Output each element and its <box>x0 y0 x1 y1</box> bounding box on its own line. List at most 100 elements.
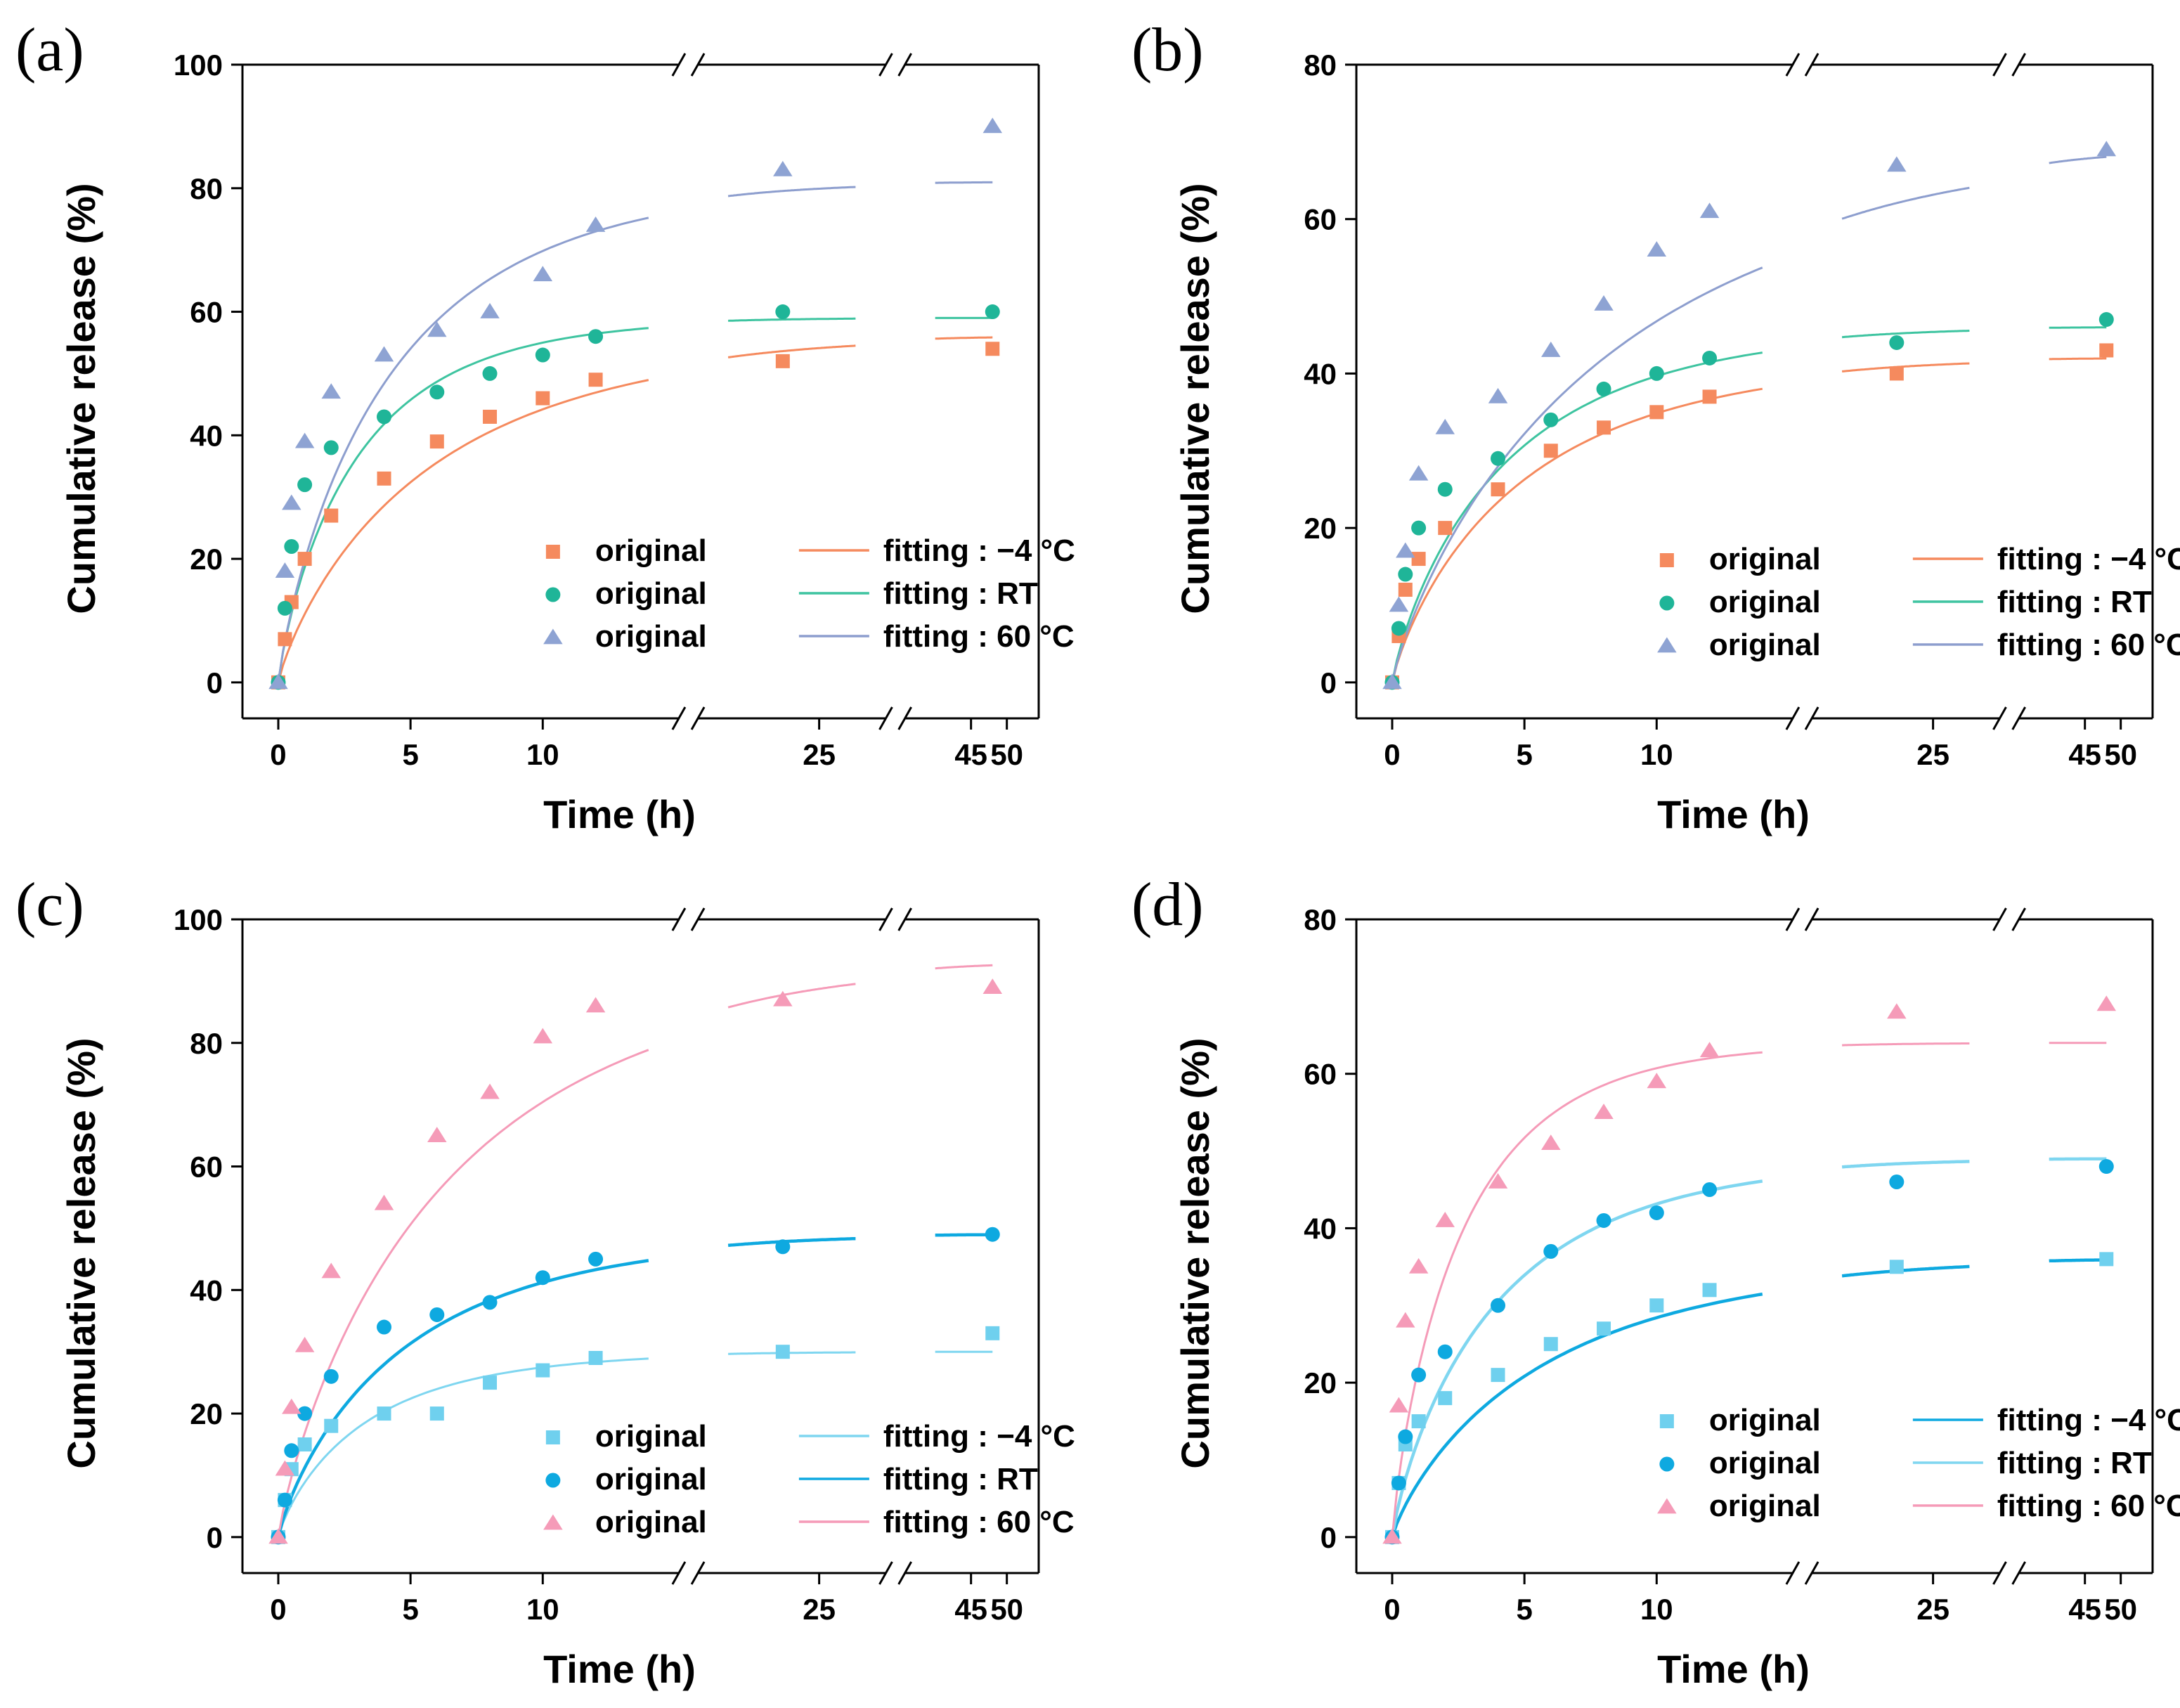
axis-break-mark <box>1804 907 1819 931</box>
data-point-series-2 <box>323 1369 339 1384</box>
data-point-series-2 <box>2098 312 2114 328</box>
x-tick-label: 0 <box>1384 1593 1400 1626</box>
chart-panel-c: (c) 0 20 40 60 80 100 0 5 10 25 45 50 Time (h) Cumulat… <box>15 871 1075 1691</box>
x-axis-title: Time (h) <box>543 1647 696 1691</box>
y-tick-label: 20 <box>190 543 223 576</box>
fit-curve-series-3 <box>1841 186 1970 220</box>
legend-marker-series-1 <box>545 545 560 559</box>
legend-label-fitting: fitting : −4 °C <box>883 1419 1075 1454</box>
data-point-series-1 <box>1597 1321 1611 1336</box>
legend-marker-series-1 <box>1659 553 1674 567</box>
legend-label-original: original <box>1709 542 1821 576</box>
y-tick-label: 20 <box>1304 512 1337 545</box>
data-point-series-3 <box>294 432 315 448</box>
axis-break-mark <box>1992 1561 2007 1585</box>
data-point-series-1 <box>324 1418 339 1433</box>
data-point-series-1 <box>1889 366 1904 381</box>
data-point-series-1 <box>588 373 603 387</box>
data-point-series-1 <box>775 354 790 368</box>
panel-label: (b) <box>1131 16 1204 84</box>
fit-curve-series-2 <box>1390 1179 1763 1538</box>
data-point-series-3 <box>1887 156 1907 172</box>
x-tick-label: 10 <box>526 738 559 771</box>
x-tick-label: 25 <box>1916 738 1949 771</box>
data-point-series-2 <box>1398 1429 1413 1444</box>
data-point-series-2 <box>1491 1298 1506 1313</box>
legend-marker-series-2 <box>1659 1456 1675 1472</box>
data-point-series-2 <box>277 600 292 616</box>
y-tick-label: 80 <box>1304 903 1337 936</box>
fit-curve-series-2 <box>1391 351 1763 683</box>
data-point-series-3 <box>374 346 394 362</box>
data-point-series-1 <box>775 1345 790 1359</box>
x-tick-label: 10 <box>1640 738 1673 771</box>
data-point-series-3 <box>1488 1173 1508 1189</box>
data-point-series-2 <box>277 1492 292 1508</box>
chart-panel-a: (a) 0 20 40 60 80 100 0 5 10 25 45 50 Time (h) Cumulat… <box>15 16 1075 836</box>
legend-marker-series-1 <box>545 1430 560 1444</box>
data-point-series-1 <box>1702 389 1717 404</box>
data-point-series-3 <box>1887 1003 1907 1019</box>
fit-curve-series-1 <box>2049 1258 2107 1263</box>
y-tick-label: 20 <box>1304 1366 1337 1399</box>
y-tick-label: 100 <box>174 48 223 82</box>
data-point-series-3 <box>275 562 295 578</box>
x-tick-label: 50 <box>2104 738 2137 771</box>
legend-marker-series-3 <box>543 628 563 645</box>
fit-curve-series-3 <box>935 964 993 970</box>
legend-label-fitting: fitting : RT <box>1997 1446 2152 1480</box>
data-point-series-1 <box>483 1376 498 1390</box>
x-tick-label: 25 <box>1916 1593 1949 1626</box>
x-tick-label: 0 <box>1384 738 1400 771</box>
axis-break-mark <box>878 1561 893 1585</box>
fit-curve-series-3 <box>727 983 856 1009</box>
data-point-series-3 <box>1408 465 1429 481</box>
y-axis-title: Cumulative release (%) <box>59 1037 103 1468</box>
fit-curve-series-1 <box>1391 387 1763 683</box>
data-point-series-3 <box>1389 1397 1409 1413</box>
legend-label-original: original <box>1709 1489 1821 1523</box>
y-tick-label: 20 <box>190 1397 223 1430</box>
data-point-series-2 <box>588 1251 604 1267</box>
axis-break-mark <box>671 907 687 931</box>
legend-label-original: original <box>595 1505 707 1539</box>
x-tick-label: 0 <box>270 1593 286 1626</box>
data-point-series-3 <box>982 117 1003 134</box>
panel-label: (c) <box>15 871 84 939</box>
legend-label-original: original <box>595 619 707 654</box>
y-tick-label: 80 <box>190 172 223 205</box>
data-point-series-3 <box>2096 141 2117 157</box>
y-tick-label: 40 <box>190 1274 223 1307</box>
data-point-series-1 <box>536 1363 550 1378</box>
axis-break-mark <box>878 907 893 931</box>
legend-marker-series-2 <box>545 587 561 602</box>
data-point-series-3 <box>480 303 500 318</box>
fit-curve-series-2 <box>935 1233 993 1237</box>
data-point-series-2 <box>1543 1243 1559 1259</box>
legend-marker-series-2 <box>545 1473 561 1488</box>
axis-break-mark <box>690 706 706 730</box>
data-point-series-2 <box>985 1227 1000 1242</box>
axis-break-mark <box>671 53 687 77</box>
axis-break-mark <box>2011 706 2026 730</box>
fit-curve-series-1 <box>277 379 649 683</box>
x-tick-label: 5 <box>1516 1593 1532 1626</box>
legend-label-original: original <box>595 1462 707 1496</box>
fit-curve-series-3 <box>1391 1051 1763 1537</box>
legend-label-fitting: fitting : 60 °C <box>1997 628 2180 662</box>
fit-curve-series-3 <box>2049 155 2107 164</box>
fit-curve-series-1 <box>1841 362 1970 373</box>
axis-break-mark <box>897 907 912 931</box>
fit-curve-series-3 <box>1391 266 1763 683</box>
data-point-series-2 <box>535 1270 550 1286</box>
data-point-series-1 <box>1649 405 1664 420</box>
legend-label-fitting: fitting : −4 °C <box>1997 1403 2180 1437</box>
axis-break-mark <box>897 53 912 77</box>
fit-curve-series-2 <box>728 317 856 322</box>
legend-label-original: original <box>1709 1446 1821 1480</box>
legend-label-fitting: fitting : RT <box>883 576 1038 611</box>
data-point-series-2 <box>482 365 498 381</box>
legend-label-fitting: fitting : 60 °C <box>883 1505 1075 1539</box>
data-point-series-1 <box>377 471 391 486</box>
data-point-series-1 <box>1411 552 1426 567</box>
